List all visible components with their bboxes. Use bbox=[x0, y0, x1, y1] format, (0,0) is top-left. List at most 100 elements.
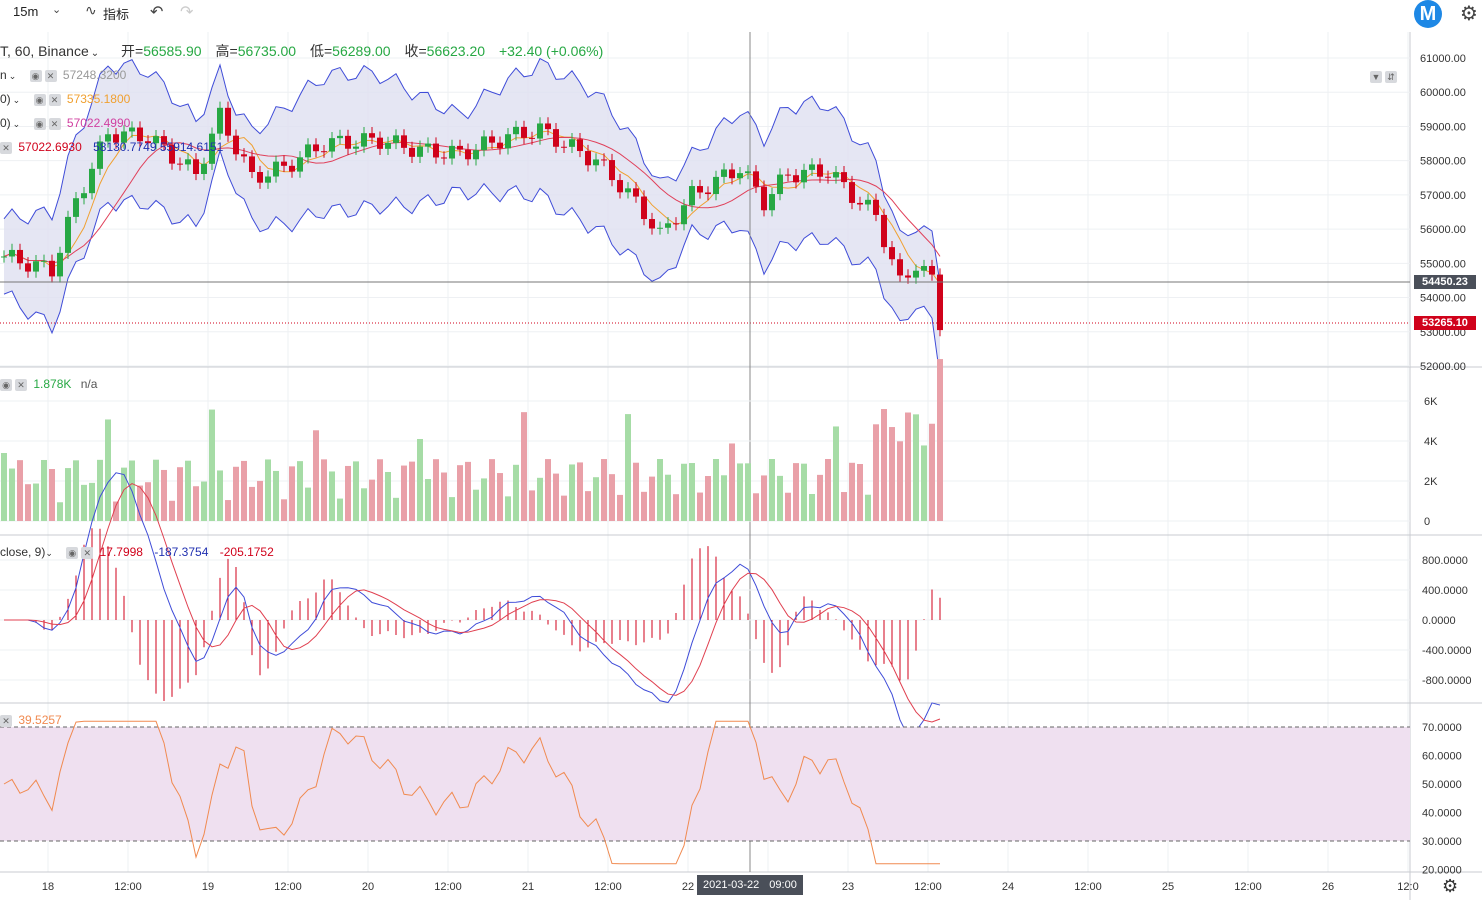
volume-bar bbox=[233, 466, 239, 521]
volume-bar bbox=[257, 480, 263, 521]
eye-icon[interactable]: ◉ bbox=[29, 69, 42, 82]
pane-controls: ▼ ⇵ bbox=[1370, 69, 1400, 83]
volume-bar bbox=[745, 463, 751, 521]
volume-bar bbox=[89, 482, 95, 521]
volume-bar bbox=[641, 491, 647, 521]
candle-body bbox=[769, 194, 775, 211]
volume-bar bbox=[105, 419, 111, 521]
volume-bar bbox=[553, 473, 559, 521]
close-icon[interactable]: ✕ bbox=[15, 378, 27, 391]
volume-bar bbox=[561, 495, 567, 521]
close-icon[interactable]: ✕ bbox=[44, 69, 57, 82]
volume-bar bbox=[761, 475, 767, 521]
volume-bar bbox=[705, 476, 711, 521]
indicator-row-1: n ⌄ ◉ ✕ 57248.3200 bbox=[0, 68, 126, 84]
candle-body bbox=[361, 133, 367, 147]
indicators-button[interactable]: 指标 bbox=[103, 7, 130, 22]
candle-body bbox=[25, 263, 31, 272]
volume-bar bbox=[449, 497, 455, 521]
volume-bar bbox=[65, 468, 71, 521]
candle-body bbox=[217, 107, 223, 134]
volume-bar bbox=[505, 496, 511, 521]
chevron-down-icon[interactable]: ⌄ bbox=[52, 4, 62, 16]
candle-body bbox=[553, 129, 559, 147]
candle-body bbox=[97, 141, 103, 169]
candle-body bbox=[297, 157, 303, 172]
volume-bar bbox=[17, 460, 23, 521]
time-tick-label: 12:00 bbox=[594, 881, 622, 893]
volume-bar bbox=[249, 486, 255, 521]
app-logo: M bbox=[1414, 0, 1442, 28]
volume-bar bbox=[121, 467, 127, 521]
eye-icon[interactable]: ◉ bbox=[33, 117, 46, 130]
volume-tick-label: 2K bbox=[1424, 476, 1438, 488]
chevron-down-icon[interactable]: ⌄ bbox=[12, 119, 21, 129]
close-icon[interactable]: ✕ bbox=[0, 714, 12, 727]
candle-body bbox=[657, 227, 663, 229]
eye-icon[interactable]: ◉ bbox=[0, 378, 12, 391]
candle-body bbox=[873, 199, 879, 215]
candle-body bbox=[673, 223, 679, 225]
candle-body bbox=[809, 164, 815, 170]
close-icon[interactable]: ✕ bbox=[0, 141, 12, 154]
volume-legend: ◉ ✕ 1.878K n/a bbox=[0, 377, 97, 393]
chevron-down-icon[interactable]: ⌄ bbox=[8, 71, 17, 81]
close-icon[interactable]: ✕ bbox=[48, 93, 61, 106]
candle-body bbox=[905, 275, 911, 278]
volume-bar bbox=[433, 459, 439, 521]
candle-body bbox=[785, 174, 791, 176]
volume-bar bbox=[681, 463, 687, 521]
close-icon[interactable]: ✕ bbox=[81, 546, 94, 559]
volume-bar bbox=[465, 461, 471, 521]
candle-body bbox=[601, 159, 607, 161]
axis-settings-icon[interactable]: ⚙ bbox=[1442, 876, 1459, 896]
indicators-icon[interactable]: ∿ bbox=[85, 2, 97, 18]
price-tick-label: 52000.00 bbox=[1420, 361, 1466, 373]
volume-bar bbox=[177, 467, 183, 521]
chevron-down-icon[interactable]: ⌄ bbox=[45, 548, 53, 558]
volume-bar bbox=[769, 459, 775, 521]
candle-body bbox=[897, 259, 903, 276]
candle-body bbox=[497, 142, 503, 149]
change-value: +32.40 (+0.06%) bbox=[498, 43, 604, 59]
candle-body bbox=[801, 169, 807, 183]
symbol-label[interactable]: T, 60, Binance bbox=[0, 43, 89, 59]
candle-body bbox=[505, 134, 511, 149]
eye-icon[interactable]: ◉ bbox=[33, 93, 46, 106]
candle-body bbox=[121, 131, 127, 143]
volume-bar bbox=[617, 494, 623, 521]
candle-body bbox=[913, 270, 919, 278]
candle-body bbox=[329, 138, 335, 152]
high-label: 高= bbox=[215, 43, 238, 59]
volume-bar bbox=[737, 463, 743, 521]
rsi-tick-label: 60.0000 bbox=[1422, 751, 1462, 763]
volume-bar bbox=[633, 462, 639, 521]
redo-icon[interactable]: ↷ bbox=[180, 4, 194, 21]
volume-bar bbox=[441, 472, 447, 521]
eye-icon[interactable]: ◉ bbox=[66, 546, 79, 559]
volume-bar bbox=[577, 462, 583, 521]
volume-bar bbox=[753, 493, 759, 521]
volume-bar bbox=[545, 459, 551, 521]
collapse-icon[interactable]: ▼ bbox=[1370, 70, 1382, 83]
close-icon[interactable]: ✕ bbox=[48, 117, 61, 130]
chevron-down-icon[interactable]: ⌄ bbox=[90, 48, 100, 59]
candle-body bbox=[753, 171, 759, 187]
volume-bar bbox=[609, 474, 615, 521]
expand-icon[interactable]: ⇵ bbox=[1385, 70, 1397, 83]
candle-body bbox=[201, 163, 207, 174]
candle-body bbox=[241, 154, 247, 157]
volume-value: 1.878K bbox=[33, 377, 72, 391]
candle-body bbox=[401, 135, 407, 148]
interval-selector[interactable]: 15m bbox=[13, 4, 39, 19]
volume-bar bbox=[81, 484, 87, 521]
gear-icon[interactable]: ⚙ bbox=[1460, 3, 1478, 25]
candle-body bbox=[473, 150, 479, 160]
undo-icon[interactable]: ↶ bbox=[150, 4, 164, 21]
chevron-down-icon[interactable]: ⌄ bbox=[12, 95, 21, 105]
candle-body bbox=[889, 247, 895, 260]
volume-bar bbox=[793, 463, 799, 521]
candle-body bbox=[521, 126, 527, 138]
candle-body bbox=[369, 133, 375, 138]
